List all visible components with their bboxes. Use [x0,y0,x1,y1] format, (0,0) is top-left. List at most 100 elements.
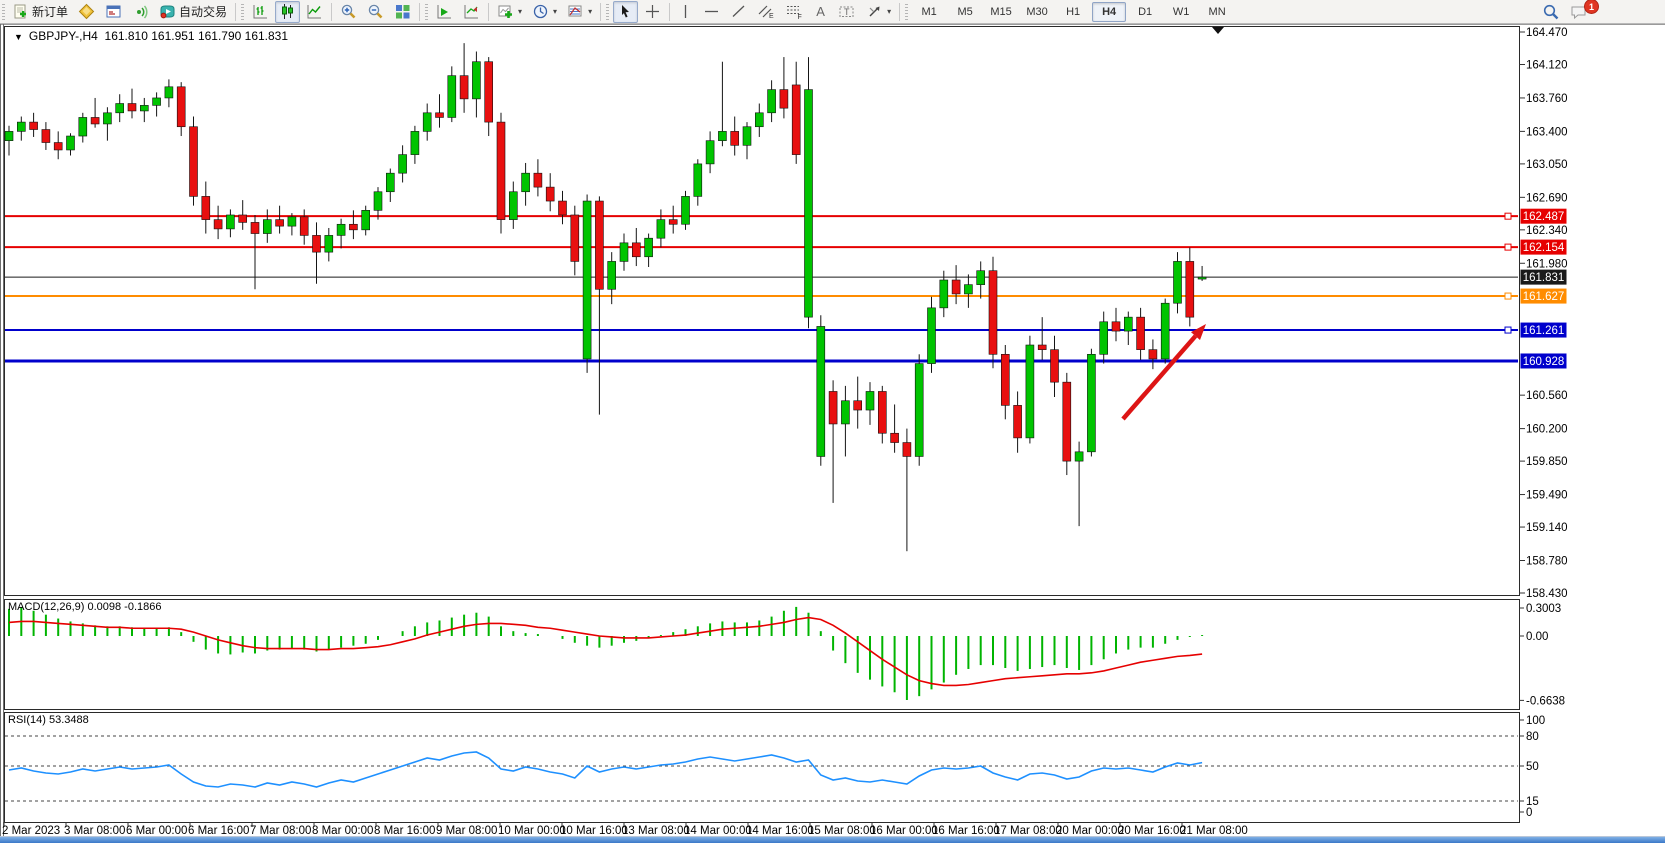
auto-trading-label: 自动交易 [179,5,228,19]
timeframe-group: M1 M5 M15 M30 H1 H4 D1 W1 MN [911,1,1235,22]
arrows-button[interactable]: ▾ [862,1,895,23]
svg-text:0: 0 [1526,807,1532,819]
toolbar-grip[interactable] [2,3,5,20]
indicator-window-button[interactable] [432,1,457,23]
tf-button-h1[interactable]: H1 [1066,5,1081,18]
quotes-button[interactable] [74,1,99,23]
new-order-icon [14,4,26,18]
search-icon [1543,4,1559,20]
chart-symbol-period: GBPJPY-,H4 [28,29,98,43]
svg-text:160.928: 160.928 [1523,356,1565,368]
vertical-line-button[interactable] [674,1,697,23]
new-order-button[interactable]: 新订单 [9,1,72,23]
svg-text:20 Mar 00:00: 20 Mar 00:00 [1056,825,1124,837]
market-watch-button[interactable] [101,1,126,23]
svg-text:F: F [798,14,802,20]
svg-text:160.560: 160.560 [1526,390,1568,402]
periods-button[interactable]: ▾ [528,1,561,23]
svg-text:13 Mar 08:00: 13 Mar 08:00 [622,825,690,837]
tile-windows-button[interactable] [390,1,415,23]
fibonacci-button[interactable]: F [781,1,807,23]
toolbar-grip[interactable] [606,3,610,20]
indicator-window-icon [437,5,452,19]
tf-button-mn[interactable]: MN [1208,5,1226,18]
svg-text:162.690: 162.690 [1526,192,1568,204]
svg-text:162.154: 162.154 [1523,242,1565,254]
chevron-down-icon: ▾ [553,7,558,16]
candlestick-chart-button[interactable] [275,0,301,23]
chart-title-caret-icon[interactable]: ▼ [14,32,23,42]
tf-button-m5[interactable]: M5 [957,5,973,18]
zoom-in-button[interactable] [336,1,361,23]
cursor-icon [622,5,630,18]
toolbar-grip[interactable] [425,3,429,20]
tf-button-h4[interactable]: H4 [1092,1,1127,22]
svg-text:164.120: 164.120 [1526,60,1568,72]
window-bottom-edge [0,837,1665,843]
add-indicator-button[interactable]: ▾ [493,1,526,23]
svg-text:50: 50 [1526,761,1539,773]
candlestick-chart-icon [282,4,294,19]
svg-text:161.831: 161.831 [1523,272,1565,284]
svg-text:162.487: 162.487 [1523,211,1565,223]
channel-icon: E [758,5,774,20]
svg-text:100: 100 [1526,715,1545,727]
horizontal-line-button[interactable] [699,1,724,23]
toolbar-grip[interactable] [905,3,909,20]
autotrading-button[interactable]: 自动交易 [155,1,231,23]
crosshair-button[interactable] [640,1,665,23]
tf-button-m15[interactable]: M15 [990,5,1012,18]
svg-text:10 Mar 00:00: 10 Mar 00:00 [498,825,566,837]
svg-text:163.760: 163.760 [1526,93,1568,105]
svg-text:161.980: 161.980 [1526,258,1568,270]
crosshair-icon [646,5,660,18]
svg-text:17 Mar 08:00: 17 Mar 08:00 [994,825,1062,837]
new-order-label: 新订单 [32,5,69,19]
svg-text:14 Mar 00:00: 14 Mar 00:00 [684,825,752,837]
svg-text:E: E [769,13,774,20]
tf-button-m30[interactable]: M30 [1026,5,1048,18]
search-button[interactable] [1538,1,1564,23]
text-button[interactable]: A [809,1,832,23]
chevron-down-icon: ▾ [518,7,523,16]
tf-button-d1[interactable]: D1 [1138,5,1153,18]
add-indicator-icon [498,5,513,18]
indicator-cursor-icon [464,5,479,19]
toolbar-grip[interactable] [241,3,245,20]
text-label-button[interactable]: T [834,1,860,23]
svg-text:164.470: 164.470 [1526,27,1568,39]
arrows-icon [869,6,880,17]
bar-chart-button[interactable] [248,1,273,23]
svg-text:161.261: 161.261 [1523,325,1565,337]
indicator-cursor-button[interactable] [459,1,484,23]
svg-text:A: A [816,4,825,19]
svg-text:8 Mar 16:00: 8 Mar 16:00 [374,825,435,837]
notifications-button[interactable]: 1 [1566,0,1599,23]
svg-text:3 Mar 08:00: 3 Mar 08:00 [64,825,125,837]
zoom-out-button[interactable] [363,1,388,23]
line-chart-button[interactable] [302,1,327,23]
channel-button[interactable]: E [753,1,779,23]
macd-indicator-label: MACD(12,26,9) 0.0098 -0.1866 [8,601,162,613]
chart-ohlc-values: 161.810 161.951 161.790 161.831 [104,29,289,43]
svg-text:15 Mar 08:00: 15 Mar 08:00 [808,825,876,837]
trendline-button[interactable] [726,1,751,23]
svg-text:163.050: 163.050 [1526,159,1568,171]
svg-text:159.140: 159.140 [1526,522,1568,534]
tf-button-w1[interactable]: W1 [1172,5,1190,18]
svg-text:21 Mar 08:00: 21 Mar 08:00 [1180,825,1248,837]
signals-button[interactable] [128,1,153,23]
svg-text:163.400: 163.400 [1526,126,1568,138]
svg-text:16 Mar 16:00: 16 Mar 16:00 [932,825,1000,837]
svg-text:15: 15 [1526,796,1539,808]
bar-chart-icon [253,5,268,19]
line-chart-icon [307,5,322,19]
template-button[interactable]: ▾ [563,1,596,23]
svg-text:14 Mar 16:00: 14 Mar 16:00 [746,825,814,837]
tf-button-m1[interactable]: M1 [921,5,937,18]
svg-text:6 Mar 16:00: 6 Mar 16:00 [188,825,249,837]
svg-text:0.3003: 0.3003 [1526,603,1561,615]
autotrading-icon [160,5,175,19]
cursor-button[interactable] [613,0,639,23]
